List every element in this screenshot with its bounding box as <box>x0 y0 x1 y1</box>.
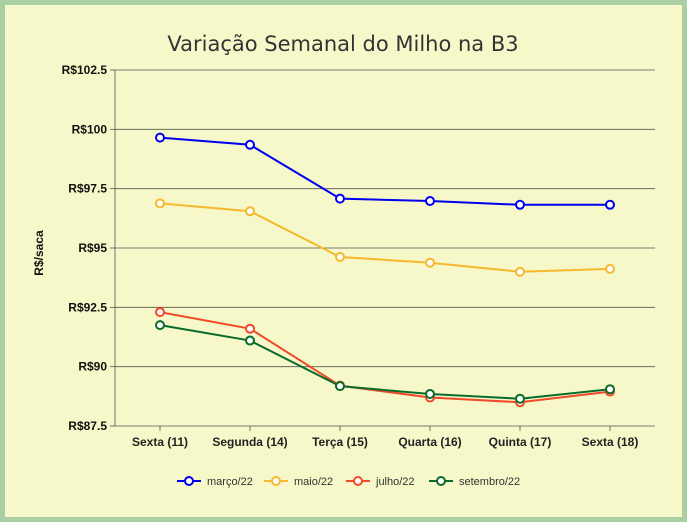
series-line <box>159 311 611 404</box>
y-tick-label: R$100 <box>72 122 108 136</box>
legend-label: setembro/22 <box>459 476 520 488</box>
y-tick-label: R$92.5 <box>68 300 107 314</box>
legend-item: maio/22 <box>264 476 333 488</box>
x-tick-label: Sexta (18) <box>582 435 639 449</box>
legend-marker <box>353 476 363 486</box>
data-point <box>425 257 435 268</box>
legend-label: julho/22 <box>375 476 415 488</box>
y-tick-label: R$87.5 <box>68 419 107 433</box>
line-chart: Variação Semanal do Milho na B3 R$/saca … <box>32 32 655 488</box>
y-tick-label: R$97.5 <box>68 182 107 196</box>
data-point <box>335 193 345 204</box>
x-tick-label: Terça (15) <box>312 435 368 449</box>
data-point <box>335 381 345 392</box>
legend-label: maio/22 <box>294 476 333 488</box>
legend-label: março/22 <box>207 476 253 488</box>
series-0 <box>155 132 615 210</box>
data-point <box>605 199 615 210</box>
legend: março/22 maio/22 julho/22 setembro/22 <box>177 476 520 488</box>
series-line <box>159 324 611 400</box>
data-point <box>245 335 255 346</box>
y-axis-label: R$/saca <box>32 230 46 276</box>
data-point <box>155 320 165 331</box>
y-tick-label: R$90 <box>78 360 107 374</box>
data-point <box>335 252 345 263</box>
y-axis-ticks: R$87.5 R$90 R$92.5 R$95 R$97.5 R$100 R$102.5 <box>62 63 108 433</box>
x-tick-label: Quarta (16) <box>398 435 461 449</box>
data-point <box>605 384 615 395</box>
data-point <box>245 323 255 334</box>
data-point <box>425 196 435 207</box>
data-point <box>155 198 165 209</box>
legend-item: julho/22 <box>346 476 415 488</box>
data-point <box>245 206 255 217</box>
series-line <box>159 136 610 206</box>
x-tick-label: Quinta (17) <box>489 435 552 449</box>
x-tick-label: Segunda (14) <box>212 435 287 449</box>
legend-marker <box>436 476 446 486</box>
series-line <box>159 202 611 273</box>
data-point <box>155 307 165 318</box>
data-point <box>425 388 435 399</box>
data-point <box>515 393 525 404</box>
data-point <box>155 132 165 143</box>
legend-marker <box>271 476 281 486</box>
series-lines <box>155 132 615 408</box>
series-1 <box>155 198 615 277</box>
series-3 <box>155 320 615 404</box>
series-2 <box>155 307 615 408</box>
data-point <box>515 199 525 210</box>
x-tick-label: Sexta (11) <box>132 435 188 449</box>
x-axis-ticks: Sexta (11) Segunda (14) Terça (15) Quarta (… <box>132 426 638 449</box>
y-tick-label: R$102.5 <box>62 63 108 77</box>
data-point <box>515 266 525 277</box>
legend-item: setembro/22 <box>429 476 520 488</box>
legend-item: março/22 <box>177 476 253 488</box>
grid-lines <box>110 69 655 427</box>
data-point <box>605 263 615 274</box>
legend-marker <box>184 476 194 486</box>
chart-title: Variação Semanal do Milho na B3 <box>167 32 518 56</box>
chart-frame: Variação Semanal do Milho na B3 R$/saca … <box>5 5 682 517</box>
data-point <box>245 139 255 150</box>
y-tick-label: R$95 <box>78 241 107 255</box>
